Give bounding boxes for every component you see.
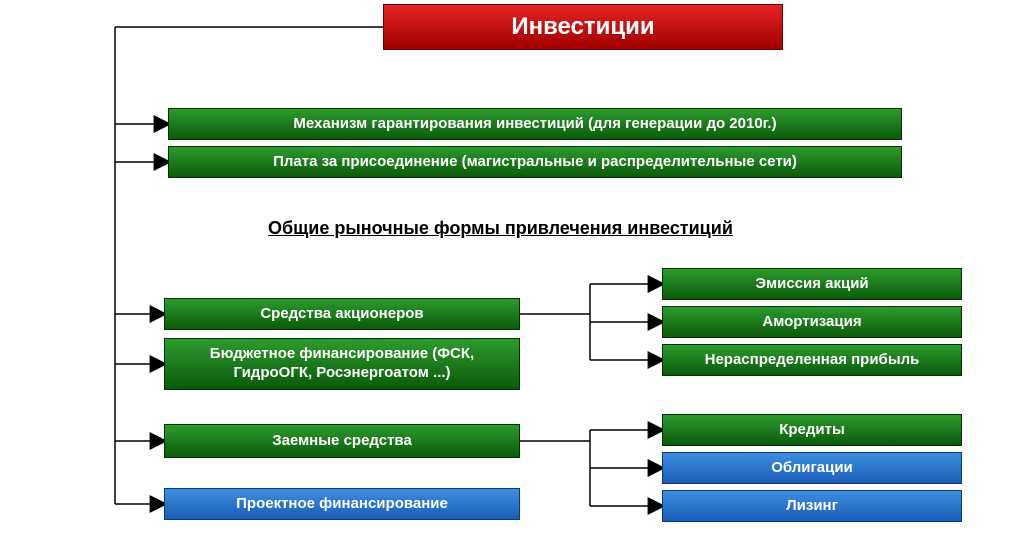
flow-box-r3: Нераспределенная прибыль	[662, 344, 962, 376]
flow-box-r1: Эмиссия акций	[662, 268, 962, 300]
flow-box-left3: Заемные средства	[164, 424, 520, 458]
flow-box-left1: Средства акционеров	[164, 298, 520, 330]
flow-box-r5: Облигации	[662, 452, 962, 484]
flow-box-r4: Кредиты	[662, 414, 962, 446]
flow-box-left2: Бюджетное финансирование (ФСК, ГидроОГК,…	[164, 338, 520, 390]
flow-box-left4: Проектное финансирование	[164, 488, 520, 520]
section-subtitle: Общие рыночные формы привлечения инвести…	[268, 218, 733, 239]
title-box: Инвестиции	[383, 4, 783, 50]
flow-box-r6: Лизинг	[662, 490, 962, 522]
flow-box-r2: Амортизация	[662, 306, 962, 338]
flow-box-b1: Механизм гарантирования инвестиций (для …	[168, 108, 902, 140]
flow-box-b2: Плата за присоединение (магистральные и …	[168, 146, 902, 178]
